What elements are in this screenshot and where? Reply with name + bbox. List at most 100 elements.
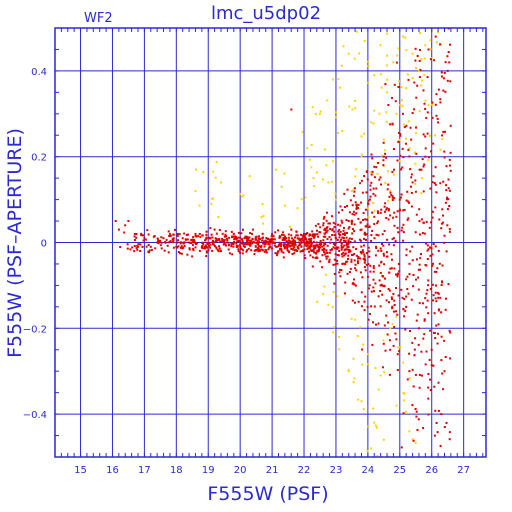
red-point	[254, 245, 257, 248]
red-point	[377, 234, 380, 237]
red-point	[271, 234, 274, 237]
red-point	[418, 76, 421, 79]
yellow-point	[380, 86, 383, 89]
red-point	[307, 241, 310, 244]
red-point	[341, 255, 344, 258]
red-point	[421, 158, 424, 161]
red-point	[299, 250, 302, 253]
red-point	[177, 251, 180, 253]
red-point	[416, 55, 419, 57]
red-point	[434, 245, 437, 248]
red-point	[400, 196, 403, 199]
red-point	[372, 321, 374, 324]
red-point	[274, 242, 276, 245]
red-point	[429, 58, 432, 61]
red-point	[388, 373, 391, 376]
red-point	[405, 199, 408, 202]
red-point	[214, 237, 217, 240]
red-point	[175, 245, 178, 248]
red-point	[219, 240, 222, 243]
red-point	[319, 260, 322, 263]
red-point	[339, 275, 342, 278]
red-point	[338, 236, 341, 239]
red-point	[434, 337, 437, 339]
red-point	[339, 230, 342, 233]
red-point	[326, 211, 328, 214]
yellow-point	[220, 181, 222, 184]
red-point	[401, 147, 404, 150]
red-point	[345, 248, 348, 251]
red-point	[321, 266, 324, 269]
red-point	[446, 224, 449, 227]
red-point	[413, 354, 416, 357]
red-point	[303, 248, 306, 251]
red-point	[360, 179, 363, 182]
red-point	[245, 250, 248, 253]
red-point	[202, 243, 205, 246]
red-point	[357, 207, 360, 209]
red-point	[449, 331, 452, 334]
red-point	[357, 262, 359, 265]
red-point	[344, 253, 347, 256]
red-point	[371, 211, 374, 214]
yellow-point	[395, 112, 398, 115]
yellow-point	[350, 190, 353, 192]
red-point	[215, 246, 218, 249]
red-point	[440, 71, 443, 74]
red-point	[427, 397, 430, 400]
red-point	[446, 208, 449, 211]
yellow-point	[330, 180, 333, 183]
red-point	[371, 157, 374, 160]
y-tick-label: −0.4	[23, 410, 47, 421]
red-point	[408, 201, 410, 204]
red-point	[166, 244, 169, 247]
red-point	[332, 242, 335, 245]
red-point	[418, 220, 421, 223]
red-point	[333, 230, 336, 233]
red-point	[404, 310, 407, 313]
red-point	[141, 245, 144, 248]
yellow-point	[386, 91, 388, 94]
red-point	[271, 247, 274, 250]
red-point	[442, 180, 445, 183]
red-point	[167, 251, 170, 254]
red-point	[136, 248, 139, 251]
red-point	[417, 418, 420, 421]
red-point	[220, 250, 222, 253]
red-point	[448, 438, 451, 441]
red-point	[207, 249, 210, 252]
red-point	[350, 237, 353, 240]
red-point	[223, 235, 226, 238]
red-point	[399, 134, 402, 137]
red-point	[442, 130, 445, 133]
red-point	[353, 187, 356, 190]
red-point	[412, 274, 415, 276]
red-point	[232, 232, 235, 235]
red-point	[371, 229, 374, 232]
red-point	[431, 181, 434, 184]
red-point	[379, 284, 382, 287]
red-point	[302, 236, 305, 239]
red-point	[174, 228, 176, 231]
red-point	[201, 234, 204, 237]
red-point	[321, 245, 324, 248]
yellow-point	[340, 64, 343, 67]
red-point	[365, 263, 368, 266]
axis-ticks: 15 16 17 18 19 20 21 22 23 24 25 26 27 −0.4 −0.2 0 0.2 0.…	[23, 27, 486, 476]
red-point	[421, 374, 423, 377]
red-point	[241, 240, 244, 242]
red-point	[280, 248, 283, 251]
red-point	[306, 243, 309, 246]
red-point	[432, 243, 435, 245]
red-point	[256, 247, 259, 250]
red-point	[443, 339, 446, 342]
red-point	[287, 236, 290, 239]
yellow-point	[382, 339, 385, 342]
red-point	[318, 243, 321, 246]
red-point	[205, 250, 208, 253]
red-point	[401, 166, 404, 169]
red-point	[417, 288, 420, 291]
red-point	[269, 239, 271, 242]
red-point	[239, 251, 242, 254]
red-point	[393, 211, 396, 214]
